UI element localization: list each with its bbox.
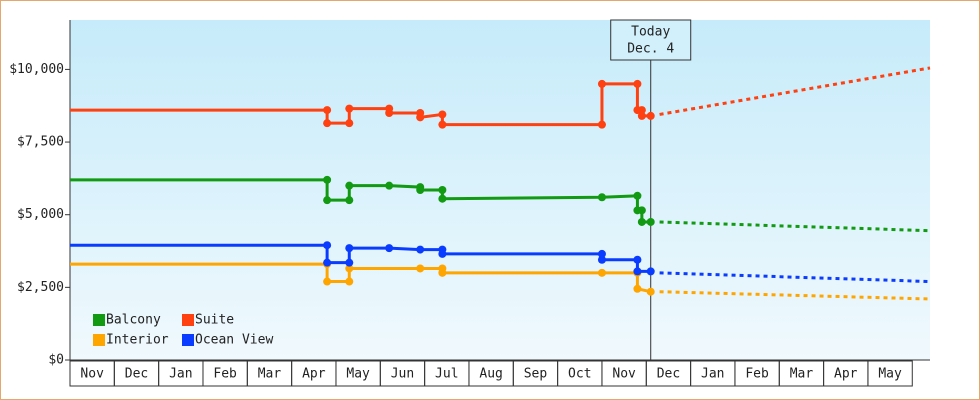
point [345,264,354,273]
point [438,249,447,258]
point [416,113,425,122]
x-tick-label: Aug [479,367,502,382]
x-tick-label: Feb [213,367,237,382]
legend-swatch [182,314,194,326]
plot-area [70,20,930,360]
point [345,196,354,205]
point [416,245,425,254]
today-label: Today [631,25,670,40]
y-tick-label: $7,500 [17,135,64,150]
x-tick-label: Nov [612,367,636,382]
point [438,194,447,203]
y-tick-label: $10,000 [9,62,64,77]
point [345,244,354,253]
point [323,258,332,267]
point [385,108,394,117]
today-box [610,19,692,61]
point [345,277,354,286]
point [438,268,447,277]
x-tick-label: Jul [435,367,458,382]
point [416,186,425,194]
forecast-line [659,290,931,301]
forecast-line [659,220,931,233]
point [637,106,646,115]
point [637,217,646,226]
legend-swatch [182,334,194,346]
point [345,258,354,267]
x-tick-label: Nov [80,367,104,382]
x-tick-label: Jan [169,367,192,382]
forecast-line [659,271,931,284]
point [438,186,447,194]
point [323,119,332,128]
x-tick-label: Apr [302,367,326,382]
legend-swatch [93,314,105,326]
point [345,181,354,190]
x-tick-label: Feb [745,367,769,382]
legend-swatch [93,334,105,346]
point [323,277,332,286]
point [597,249,606,258]
point [646,111,655,120]
today-date: Dec. 4 [627,42,674,57]
point [323,241,332,250]
point [633,255,642,264]
point [633,284,642,293]
point [646,267,655,276]
point [385,181,394,190]
x-tick-label: Jun [391,367,414,382]
point [345,104,354,113]
legend-label: Ocean View [195,333,273,348]
x-tick-label: Sep [524,367,548,382]
point [597,193,606,202]
x-tick-label: Mar [790,367,814,382]
x-tick-label: Mar [258,367,282,382]
point [597,268,606,277]
x-tick-label: May [878,367,902,382]
point [633,79,642,88]
y-tick-label: $0 [48,353,64,368]
legend-label: Balcony [106,313,161,328]
point [646,287,655,296]
point [633,267,642,276]
x-tick-label: Apr [834,367,858,382]
x-tick-label: Dec [125,367,148,382]
month-cell [867,360,913,387]
point [385,244,394,253]
point [637,206,646,215]
x-tick-label: May [346,367,370,382]
y-tick-label: $2,500 [17,280,64,295]
x-tick-label: Oct [568,367,591,382]
point [597,79,606,88]
x-tick-label: Dec [657,367,680,382]
legend-label: Suite [195,313,234,328]
point [646,217,655,226]
point [637,111,646,120]
legend-label: Interior [106,333,169,348]
forecast-line [659,66,931,116]
point [345,119,354,128]
point [323,175,332,184]
point [416,264,425,273]
x-tick-label: Jan [701,367,724,382]
point [597,120,606,129]
point [323,196,332,205]
point [438,110,447,119]
y-tick-label: $5,000 [17,207,64,222]
point [633,191,642,200]
point [438,120,447,129]
point [323,106,332,115]
point [597,255,606,264]
